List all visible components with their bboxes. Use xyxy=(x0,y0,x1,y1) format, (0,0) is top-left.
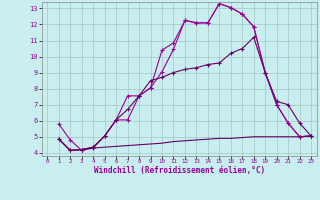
X-axis label: Windchill (Refroidissement éolien,°C): Windchill (Refroidissement éolien,°C) xyxy=(94,166,265,175)
